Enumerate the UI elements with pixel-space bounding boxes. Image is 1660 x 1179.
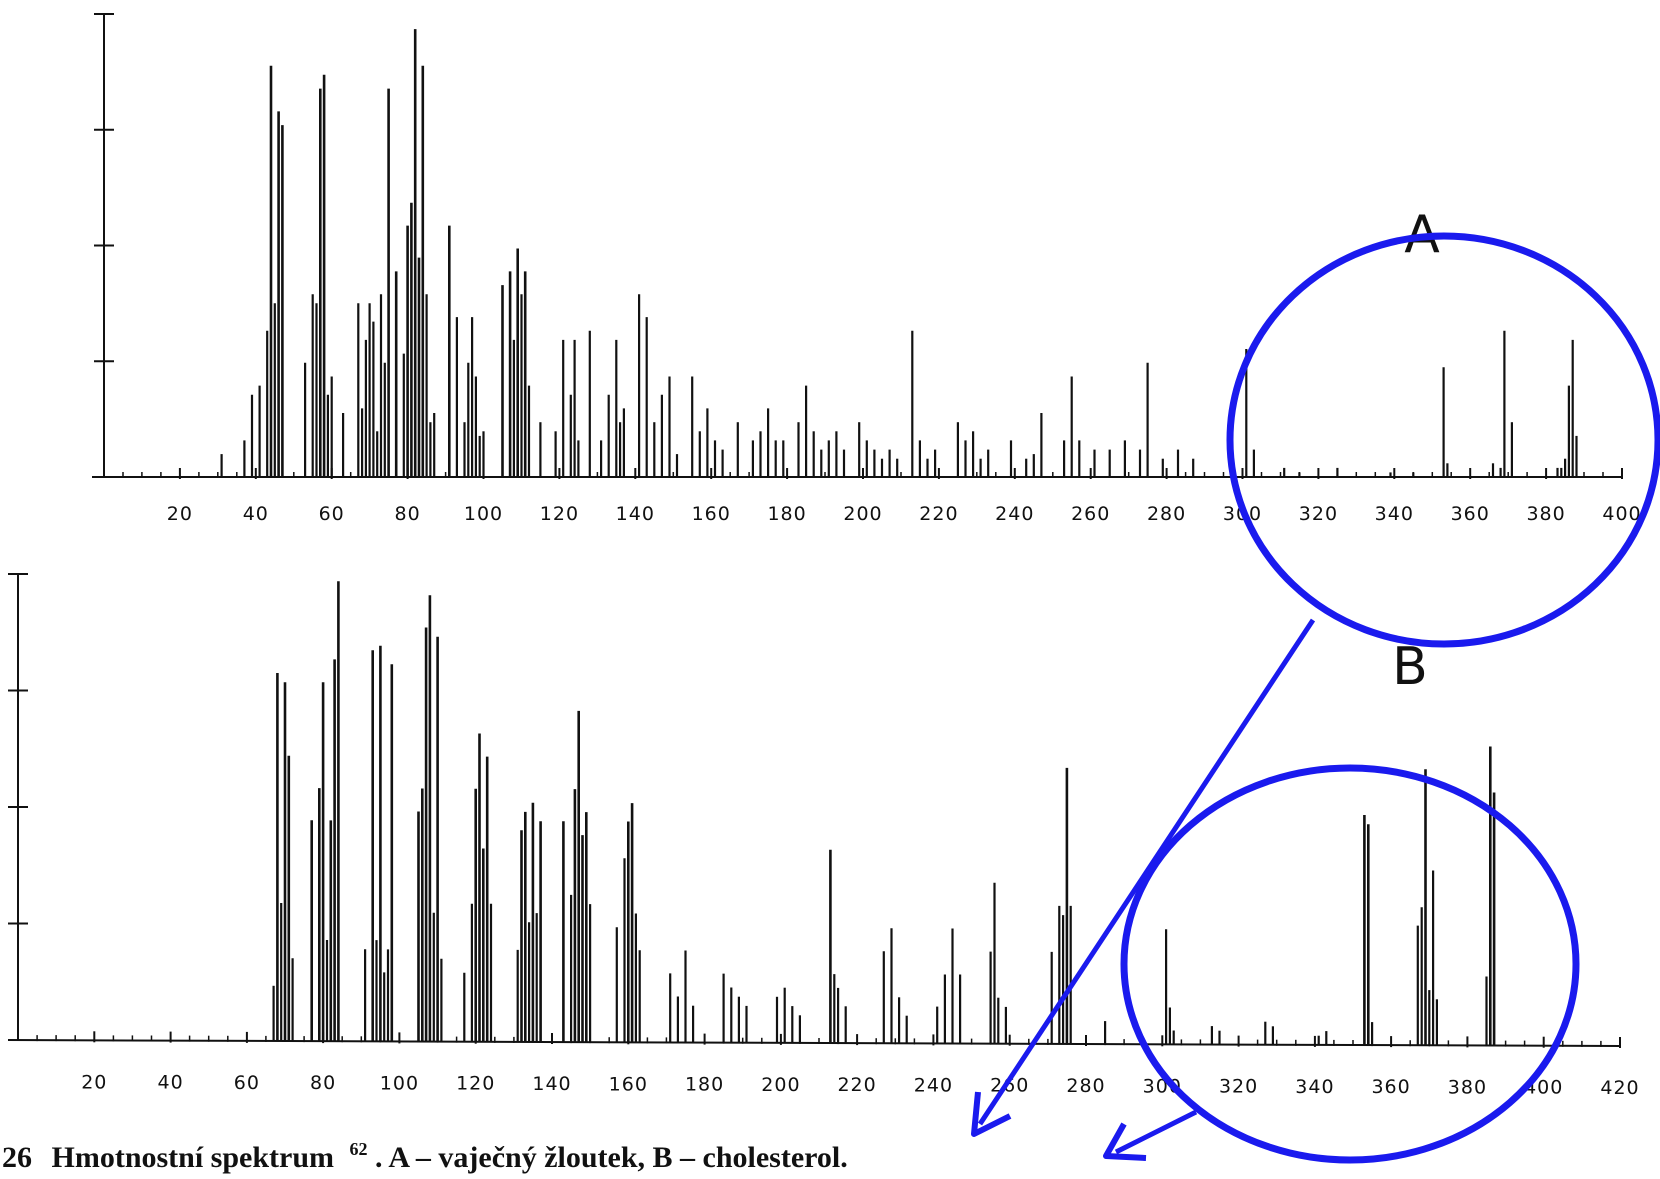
x-tick-label: 320 <box>1299 503 1338 525</box>
caption-text: Hmotnostní spektrum <box>52 1141 335 1174</box>
y-ticks-b <box>8 573 28 925</box>
spectrum-a-peaks <box>220 29 1578 477</box>
arrow-head-a <box>971 1091 1012 1137</box>
x-tick-label: 220 <box>837 1074 876 1096</box>
x-tick-label: 200 <box>843 503 882 525</box>
x-tick-label: 380 <box>1526 503 1565 525</box>
x-tick-label: 280 <box>1066 1075 1105 1097</box>
x-tick-label: 80 <box>310 1072 336 1094</box>
caption-reference: 62 <box>350 1139 368 1159</box>
x-ticks-a: 20 40 60 80 100 120 140 160 180 200 220 240 260 280 30… <box>122 468 1641 525</box>
x-tick-label: 340 <box>1375 503 1414 525</box>
arrow-head-b <box>1103 1122 1147 1161</box>
arrow-shaft-b <box>1114 1109 1198 1155</box>
x-tick-label: 420 <box>1600 1077 1639 1099</box>
x-tick-label: 20 <box>81 1071 107 1093</box>
caption-legend: . A – vaječný žloutek, B – cholesterol. <box>375 1141 848 1174</box>
x-tick-label: 140 <box>532 1073 571 1095</box>
x-tick-label: 140 <box>616 503 655 525</box>
panel-a: 20 40 60 80 100 120 140 160 180 200 220 240 260 280 30… <box>92 13 1641 525</box>
caption-number: 26 <box>2 1141 32 1174</box>
highlight-circle-b <box>1120 764 1580 1164</box>
highlight-circle-a <box>1226 232 1660 648</box>
x-tick-label: 340 <box>1295 1076 1334 1098</box>
x-tick-label: 360 <box>1451 503 1490 525</box>
x-tick-label: 260 <box>1071 503 1110 525</box>
x-tick-label: 120 <box>540 503 579 525</box>
x-tick-label: 320 <box>1219 1076 1258 1098</box>
x-tick-label: 220 <box>919 503 958 525</box>
spectrum-b-peaks <box>272 581 1496 1046</box>
x-tick-label: 240 <box>995 503 1034 525</box>
x-tick-label: 40 <box>158 1072 184 1094</box>
x-axis-b <box>7 1039 1621 1047</box>
y-ticks-a <box>94 13 114 363</box>
x-tick-label: 180 <box>767 503 806 525</box>
x-tick-label: 160 <box>692 503 731 525</box>
arrow-shaft-a <box>977 618 1316 1126</box>
annotation-overlay <box>971 232 1660 1164</box>
figure-caption: 26 Hmotnostní spektrum 62 . A – vaječný … <box>2 1129 848 1174</box>
x-tick-label: 60 <box>319 503 345 525</box>
x-tick-label: 80 <box>395 503 421 525</box>
x-tick-label: 180 <box>685 1074 724 1096</box>
x-tick-label: 400 <box>1602 503 1641 525</box>
x-tick-label: 380 <box>1448 1076 1487 1098</box>
x-tick-label: 60 <box>234 1072 260 1094</box>
x-tick-label: 100 <box>464 503 503 525</box>
panel-b: 20 40 60 80 100 120 140 160 180 200 220 240 260 280 30… <box>7 573 1639 1099</box>
x-tick-label: 100 <box>380 1072 419 1094</box>
x-tick-label: 240 <box>914 1074 953 1096</box>
x-tick-label: 360 <box>1371 1076 1410 1098</box>
x-tick-label: 40 <box>243 503 269 525</box>
x-tick-label: 20 <box>167 503 193 525</box>
x-ticks-b: 20 40 60 80 100 120 140 160 180 200 220 240 260 280 30… <box>36 1031 1639 1099</box>
panel-label-b: B <box>1392 637 1428 697</box>
x-tick-label: 280 <box>1147 503 1186 525</box>
x-tick-label: 160 <box>609 1073 648 1095</box>
x-tick-label: 120 <box>456 1073 495 1095</box>
x-tick-label: 200 <box>761 1074 800 1096</box>
